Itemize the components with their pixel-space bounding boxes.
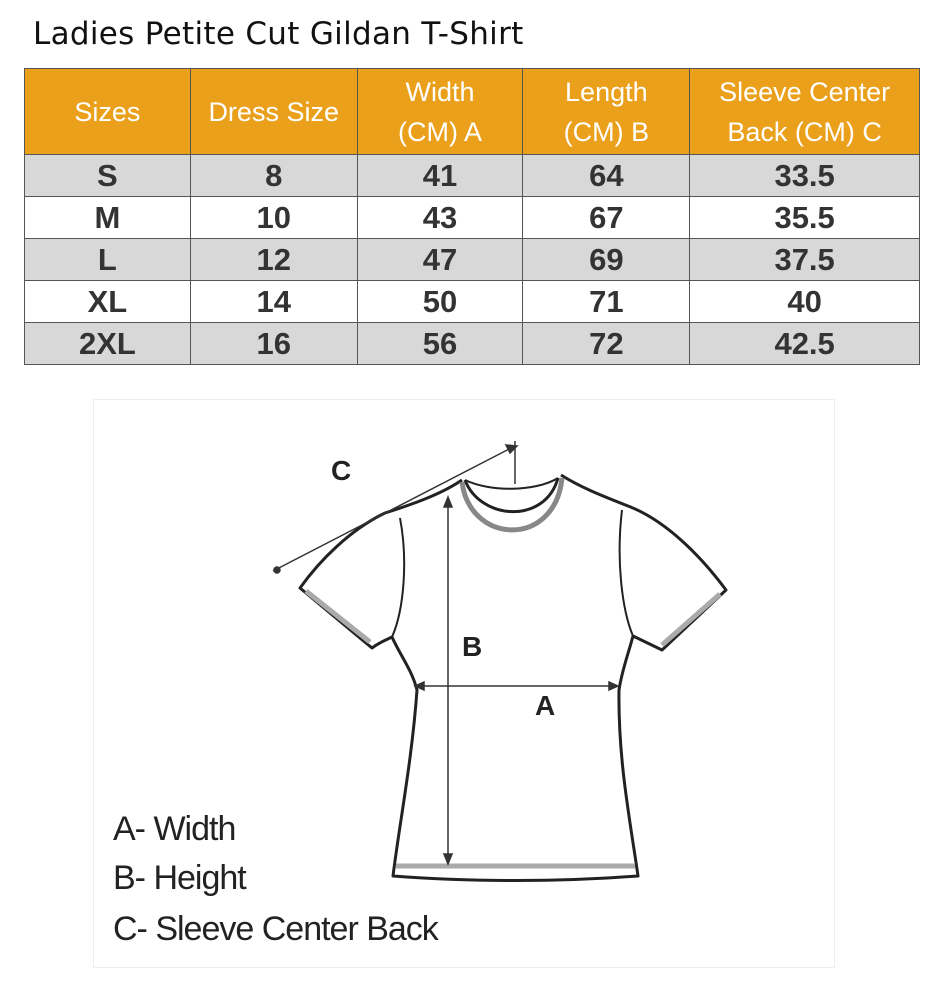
label-b: B bbox=[462, 631, 482, 662]
c-arrow bbox=[504, 444, 519, 455]
left-cuff-ribbing bbox=[304, 589, 372, 644]
header-text: Sizes bbox=[74, 96, 141, 127]
right-cuff-ribbing bbox=[660, 592, 722, 647]
table-header-row: Sizes Dress Size Width (CM) A Length (CM) … bbox=[24, 68, 920, 155]
table-cell: 69 bbox=[522, 238, 691, 281]
table-cell: 41 bbox=[356, 154, 524, 197]
a-arrow-right bbox=[608, 680, 620, 692]
table-row: L 12 47 69 37.5 bbox=[24, 238, 920, 281]
table-cell: 33.5 bbox=[689, 154, 920, 197]
a-arrow-left bbox=[413, 680, 425, 692]
table-row: S 8 41 64 33.5 bbox=[24, 154, 920, 197]
table-cell: 14 bbox=[189, 280, 358, 323]
table-cell: 50 bbox=[356, 280, 524, 323]
table-cell: 71 bbox=[522, 280, 691, 323]
header-width: Width (CM) A bbox=[356, 68, 524, 155]
table-cell: M bbox=[24, 196, 191, 239]
table-cell: 67 bbox=[522, 196, 691, 239]
table-cell: 64 bbox=[522, 154, 691, 197]
c-end-dot bbox=[273, 566, 281, 574]
table-cell: XL bbox=[24, 280, 191, 323]
table-cell: 2XL bbox=[24, 322, 191, 365]
table-cell: 35.5 bbox=[689, 196, 920, 239]
table-cell: 10 bbox=[189, 196, 358, 239]
b-arrow-bottom bbox=[442, 853, 454, 867]
header-sleeve: Sleeve Center Back (CM) C bbox=[689, 68, 920, 155]
size-chart-table: Sizes Dress Size Width (CM) A Length (CM) … bbox=[24, 68, 920, 365]
table-cell: 37.5 bbox=[689, 238, 920, 281]
left-seam bbox=[391, 517, 406, 638]
table-cell: 8 bbox=[189, 154, 358, 197]
table-cell: 12 bbox=[189, 238, 358, 281]
table-cell: 16 bbox=[189, 322, 358, 365]
table-row: XL 14 50 71 40 bbox=[24, 280, 920, 323]
label-a: A bbox=[535, 690, 555, 721]
table-cell: 56 bbox=[356, 322, 524, 365]
table-cell: L bbox=[24, 238, 191, 281]
legend-height: B- Height bbox=[113, 859, 247, 897]
label-c: C bbox=[331, 455, 351, 486]
page-title: Ladies Petite Cut Gildan T-Shirt bbox=[33, 16, 524, 52]
table-cell: 72 bbox=[522, 322, 691, 365]
table-cell: S bbox=[24, 154, 191, 197]
table-row: M 10 43 67 35.5 bbox=[24, 196, 920, 239]
header-text: Back (CM) C bbox=[727, 116, 882, 147]
header-sizes: Sizes bbox=[24, 68, 191, 155]
table-cell: 43 bbox=[356, 196, 524, 239]
header-dress-size: Dress Size bbox=[189, 68, 358, 155]
legend-width: A- Width bbox=[113, 810, 236, 848]
collar-top bbox=[464, 477, 559, 490]
legend-sleeve: C- Sleeve Center Back bbox=[113, 910, 439, 948]
table-cell: 42.5 bbox=[689, 322, 920, 365]
header-text: (CM) B bbox=[563, 116, 650, 147]
header-text: Dress Size bbox=[208, 96, 339, 127]
b-arrow-top bbox=[442, 494, 454, 508]
tshirt-outline bbox=[298, 473, 728, 882]
measure-line-c bbox=[272, 446, 514, 572]
header-text: Width bbox=[405, 76, 475, 107]
table-row: 2XL 16 56 72 42.5 bbox=[24, 322, 920, 365]
right-seam bbox=[618, 509, 634, 637]
collar-outer bbox=[459, 477, 565, 533]
header-text: Sleeve Center bbox=[719, 76, 891, 107]
header-length: Length (CM) B bbox=[522, 68, 691, 155]
header-text: (CM) A bbox=[398, 116, 483, 147]
collar-inner bbox=[463, 477, 560, 514]
header-text: Length bbox=[565, 76, 648, 107]
